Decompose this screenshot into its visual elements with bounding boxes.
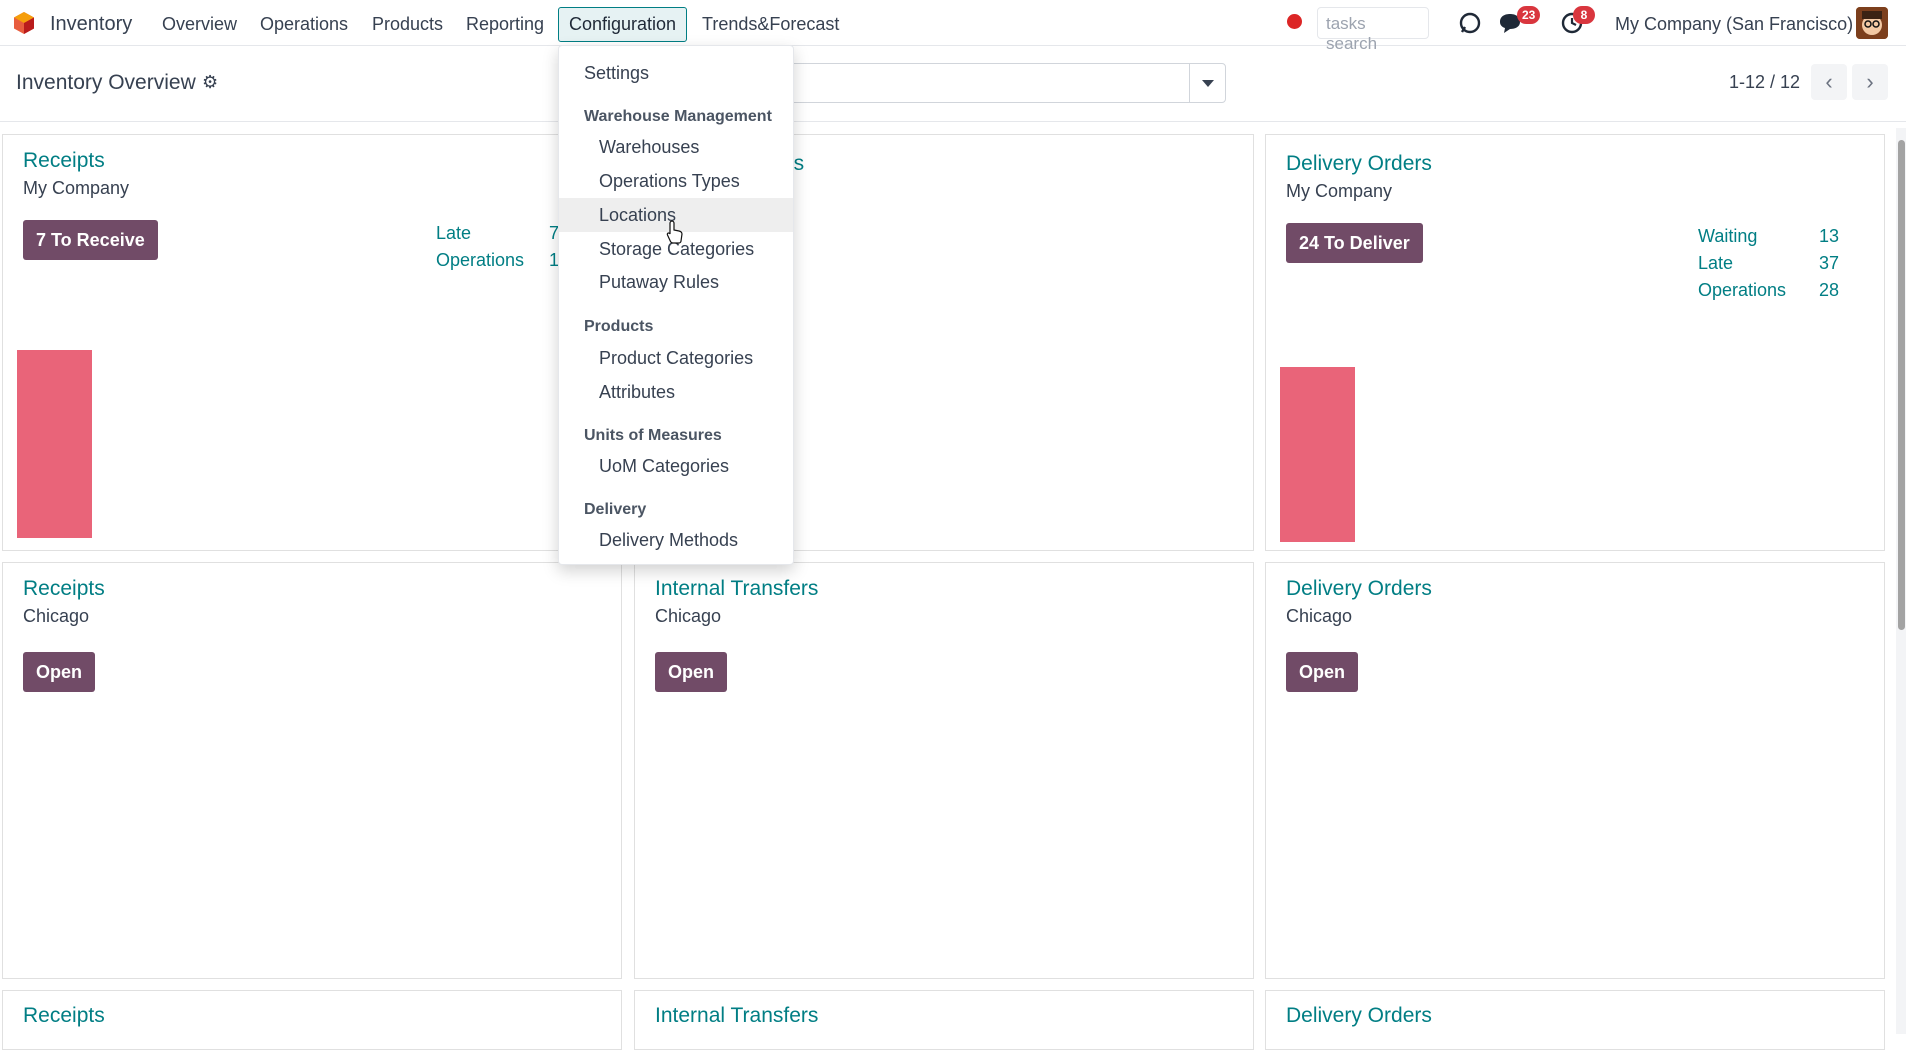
card-title[interactable]: Receipts: [23, 1004, 105, 1027]
section-header-products: Products: [584, 318, 654, 335]
pager-next-button[interactable]: ›: [1852, 64, 1888, 100]
stat-late-label[interactable]: Late: [1698, 253, 1734, 273]
stat-late-value[interactable]: 7: [549, 223, 560, 243]
card-title[interactable]: Receipts: [23, 577, 105, 600]
stat-operations-label[interactable]: Operations: [1698, 280, 1787, 300]
stat-waiting-value[interactable]: 13: [1819, 226, 1840, 246]
user-avatar[interactable]: [1856, 7, 1888, 39]
card-title[interactable]: Delivery Orders: [1286, 577, 1432, 600]
hand-pointer-icon: [666, 220, 683, 244]
dropdown-item-settings[interactable]: Settings: [584, 63, 650, 83]
configuration-dropdown: Settings Warehouse Management Warehouses…: [558, 45, 794, 565]
menu-reporting[interactable]: Reporting: [466, 14, 545, 34]
tasks-search-input[interactable]: tasks search: [1317, 7, 1429, 53]
card-delivery-orders-chicago: Delivery Orders Chicago Open: [1265, 562, 1885, 979]
card-receipts-my-company: Receipts My Company 7 To Receive Late 7 …: [2, 134, 622, 551]
stat-operations-label[interactable]: Operations: [436, 250, 525, 270]
gear-icon[interactable]: ⚙: [202, 72, 219, 92]
menu-trends-forecast[interactable]: Trends&Forecast: [702, 14, 840, 34]
dropdown-item-locations[interactable]: Locations: [559, 198, 793, 232]
app-name[interactable]: Inventory: [50, 13, 133, 35]
recording-indicator: [1287, 14, 1302, 29]
page-title[interactable]: Inventory Overview: [16, 71, 196, 94]
graph-bar[interactable]: [17, 350, 92, 538]
card-subtitle: My Company: [1286, 181, 1393, 201]
card-title[interactable]: Internal Transfers: [655, 1004, 819, 1027]
menu-products[interactable]: Products: [372, 14, 444, 34]
inventory-logo-icon[interactable]: [12, 11, 36, 35]
menu-configuration[interactable]: Configuration: [558, 7, 688, 42]
search-options-toggle[interactable]: [1189, 64, 1225, 102]
search-bar[interactable]: [790, 63, 1226, 103]
dropdown-item-storage-categories[interactable]: Storage Categories: [599, 239, 755, 259]
card-title[interactable]: Internal Transfers: [655, 577, 819, 600]
stat-late-value[interactable]: 37: [1819, 253, 1840, 273]
stat-waiting-label[interactable]: Waiting: [1698, 226, 1758, 246]
open-button[interactable]: Open: [23, 652, 96, 692]
card-internal-transfers-row3: Internal Transfers: [634, 990, 1254, 1050]
scrollbar-thumb[interactable]: [1898, 140, 1905, 630]
messages-badge: 23: [1517, 6, 1541, 24]
section-header-delivery: Delivery: [584, 501, 647, 518]
stat-late-label[interactable]: Late: [436, 223, 472, 243]
dropdown-item-product-categories[interactable]: Product Categories: [599, 348, 754, 368]
card-receipts-row3: Receipts: [2, 990, 622, 1050]
stat-operations-value[interactable]: 1: [549, 250, 560, 270]
to-receive-button[interactable]: 7 To Receive: [23, 220, 158, 260]
card-delivery-orders-my-company: Delivery Orders My Company 24 To Deliver…: [1265, 134, 1885, 551]
caret-down-icon: [1201, 79, 1214, 87]
stat-operations-value[interactable]: 28: [1819, 280, 1840, 300]
dropdown-item-operations-types[interactable]: Operations Types: [599, 171, 740, 191]
card-subtitle: Chicago: [655, 606, 722, 626]
dropdown-item-attributes[interactable]: Attributes: [599, 382, 676, 402]
activities-badge: 8: [1573, 6, 1595, 24]
top-navbar: Inventory Overview Operations Products R…: [0, 0, 1906, 53]
company-switcher[interactable]: My Company (San Francisco): [1615, 14, 1854, 34]
card-delivery-orders-row3: Delivery Orders: [1265, 990, 1885, 1050]
graph-bar[interactable]: [1280, 367, 1355, 542]
card-title[interactable]: Receipts: [23, 149, 105, 172]
card-subtitle: My Company: [23, 178, 130, 198]
section-header-warehouse-management: Warehouse Management: [584, 108, 772, 125]
divider: [0, 121, 1906, 122]
open-button[interactable]: Open: [1286, 652, 1359, 692]
open-button[interactable]: Open: [655, 652, 728, 692]
dropdown-item-delivery-methods[interactable]: Delivery Methods: [599, 530, 739, 550]
card-subtitle: Chicago: [1286, 606, 1353, 626]
messages-icon[interactable]: [1497, 10, 1523, 36]
section-header-units-of-measures: Units of Measures: [584, 427, 722, 444]
voip-phone-icon[interactable]: [1457, 10, 1483, 36]
dropdown-item-putaway-rules[interactable]: Putaway Rules: [599, 272, 720, 292]
card-title[interactable]: Delivery Orders: [1286, 1004, 1432, 1027]
dropdown-item-warehouses[interactable]: Warehouses: [599, 137, 700, 157]
card-subtitle: Chicago: [23, 606, 90, 626]
dropdown-item-uom-categories[interactable]: UoM Categories: [599, 456, 730, 476]
card-title[interactable]: Delivery Orders: [1286, 152, 1432, 175]
menu-operations[interactable]: Operations: [260, 14, 349, 34]
card-internal-transfers-chicago: Internal Transfers Chicago Open: [634, 562, 1254, 979]
pager-previous-button[interactable]: ‹: [1811, 64, 1847, 100]
to-deliver-button[interactable]: 24 To Deliver: [1286, 223, 1423, 263]
card-receipts-chicago: Receipts Chicago Open: [2, 562, 622, 979]
pager-value[interactable]: 1-12 / 12: [1729, 72, 1801, 92]
menu-overview[interactable]: Overview: [162, 14, 238, 34]
